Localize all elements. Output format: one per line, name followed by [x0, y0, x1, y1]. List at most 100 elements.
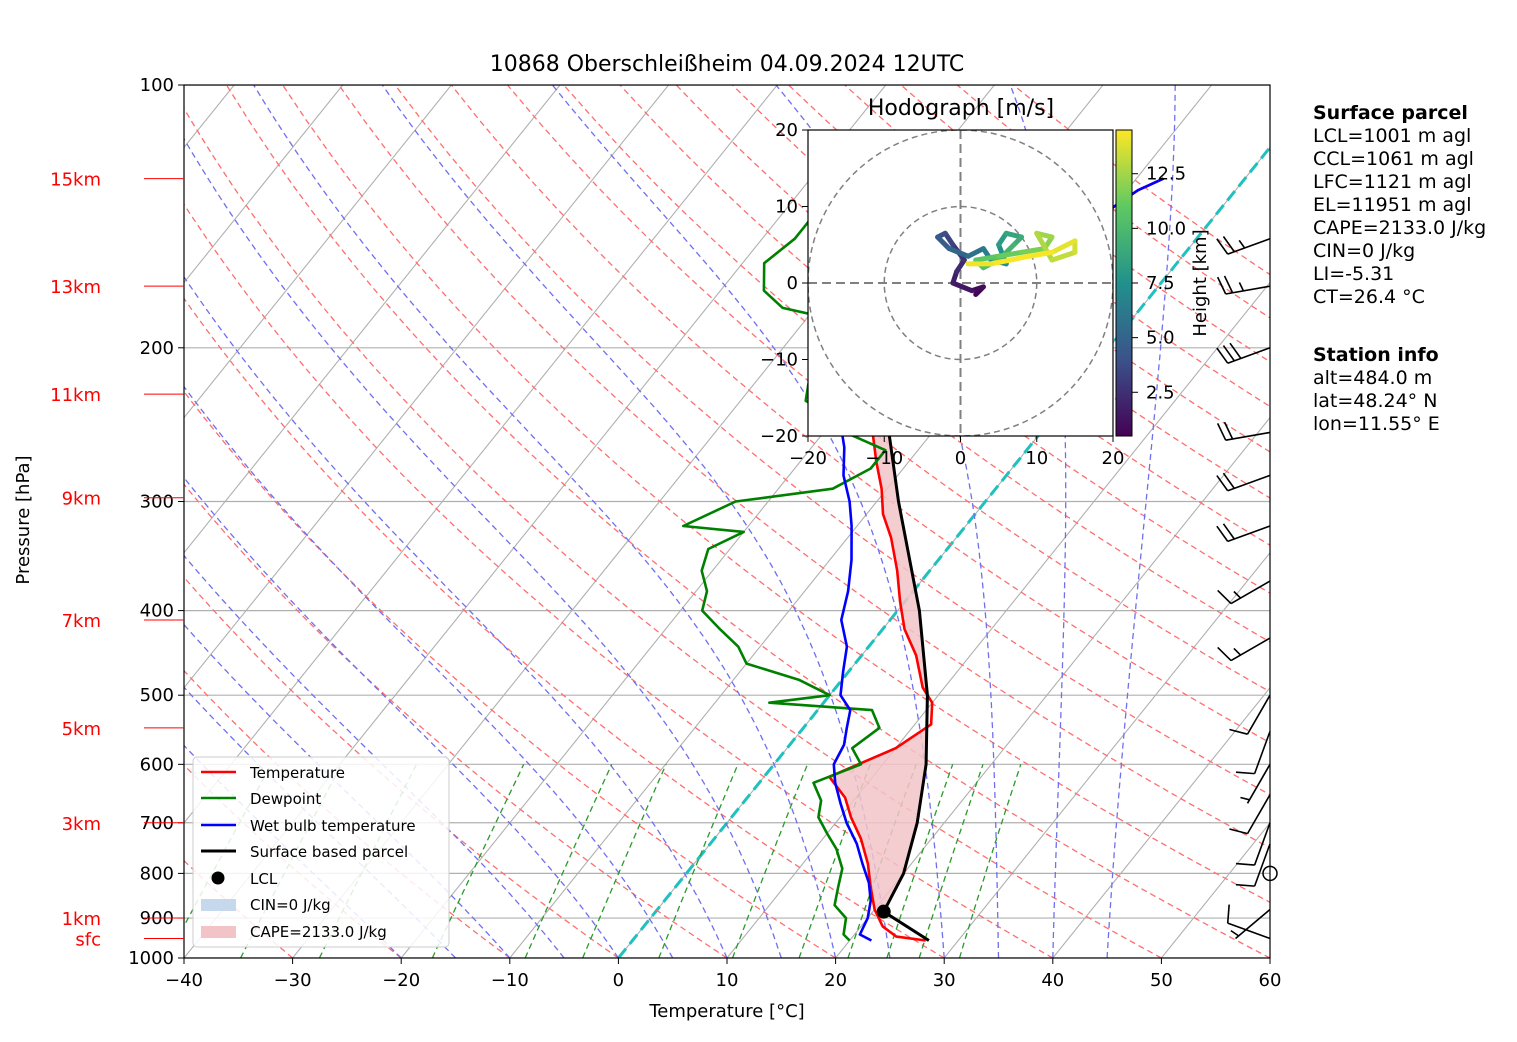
wind-barb-flag [1223, 275, 1234, 294]
height-label: 5km [62, 719, 101, 740]
hodograph-y-tick-label: 20 [775, 120, 798, 141]
hodograph-segment [946, 246, 971, 259]
wind-barb-flag [1235, 862, 1255, 866]
wind-barb-half-flag [1238, 282, 1245, 292]
parcel-line-el: EL=11951 m agl [1313, 194, 1472, 216]
hodograph-y-tick-label: −20 [760, 426, 798, 447]
parcel-line-cin: CIN=0 J/kg [1313, 240, 1416, 262]
wind-barb-flag [1229, 828, 1248, 835]
x-tick-label: 40 [1041, 970, 1064, 991]
dry-adiabat [184, 297, 945, 958]
chart-title: 10868 Oberschleißheim 04.09.2024 12UTC [490, 52, 965, 77]
parcel-line-cape: CAPE=2133.0 J/kg [1313, 217, 1487, 239]
wind-barb-staff [1225, 285, 1271, 295]
wind-barb-staff [1230, 580, 1271, 605]
moist-adiabat [184, 686, 456, 958]
wind-barb-flag [1216, 423, 1227, 441]
parcel-line-lcl: LCL=1001 m agl [1313, 125, 1472, 147]
x-tick-label: 20 [824, 970, 847, 991]
hodograph-segment [950, 280, 975, 294]
legend-label-temperature: Temperature [249, 764, 345, 782]
hodograph-segment [1026, 249, 1055, 259]
dry-adiabat [731, 85, 1270, 499]
isotherm [943, 551, 1270, 958]
dry-adiabat [225, 85, 1270, 958]
surface-parcel-heading: Surface parcel [1313, 102, 1468, 124]
colorbar-tick-label: 7.5 [1146, 273, 1175, 294]
hodograph-segment [1019, 246, 1047, 255]
wind-barb-staff [1227, 347, 1271, 364]
wind-barb [1240, 763, 1271, 804]
hodograph-grid [808, 130, 1113, 436]
colorbar-tick-label: 2.5 [1146, 382, 1175, 403]
wind-barb-calm [1262, 865, 1278, 882]
hodograph: Hodograph [m/s] −20 −10 0 10 20 −20 −10 0 10 20 2… [760, 96, 1211, 469]
wind-barb-flag [1222, 236, 1235, 253]
x-tick-label: 10 [716, 970, 739, 991]
height-label: 3km [62, 814, 101, 835]
parcel-line-lfc: LFC=1121 m agl [1313, 171, 1472, 193]
wind-barb [1229, 694, 1271, 735]
dry-adiabat [282, 85, 1270, 904]
wind-barb-staff [1253, 822, 1271, 866]
moist-adiabat [775, 85, 1000, 958]
wind-barb-flag [1216, 475, 1229, 492]
wind-barb [1226, 904, 1271, 940]
wind-barb [1216, 275, 1271, 295]
wind-barb-staff [1227, 922, 1271, 940]
dry-adiabat [184, 390, 836, 958]
hodograph-x-tick-label: −10 [865, 448, 903, 469]
hodograph-segment [935, 234, 952, 252]
moist-adiabat [184, 137, 782, 958]
wind-barb-flag [1222, 345, 1235, 362]
y-tick-label: 200 [140, 338, 174, 359]
wind-barb-half-flag [1230, 929, 1240, 937]
legend: Temperature Dewpoint Wet bulb temperatur… [192, 756, 450, 948]
wind-barb-staff [1246, 794, 1271, 835]
wind-barb [1216, 472, 1271, 492]
wind-barb-staff [1225, 431, 1271, 442]
legend-swatch-cin [201, 899, 236, 911]
wind-barb-flag [1216, 276, 1227, 295]
wind-barb [1235, 731, 1271, 775]
wind-barb-flag [1229, 342, 1242, 359]
wind-barb-staff [1235, 908, 1271, 940]
legend-label-cin: CIN=0 J/kg [250, 896, 331, 914]
wind-barb [1216, 421, 1271, 442]
zero-isotherm [617, 145, 1270, 958]
dry-adiabat [394, 85, 1270, 796]
x-tick-label: 0 [613, 970, 624, 991]
hodograph-trace [935, 230, 1078, 297]
lcl-marker [876, 904, 891, 919]
wind-barb-flag [1216, 347, 1229, 364]
station-info-panel: Station info alt=484.0 m lat=48.24° N lo… [1313, 344, 1440, 436]
isotherm [1052, 686, 1270, 958]
legend-label-dewpoint: Dewpoint [250, 790, 321, 808]
station-line-alt: alt=484.0 m [1313, 367, 1433, 389]
wind-barb-flag [1226, 904, 1230, 924]
wind-barb-flag [1223, 421, 1234, 440]
x-tick-label: 30 [933, 970, 956, 991]
parcel-line-li: LI=-5.31 [1313, 263, 1395, 285]
hodograph-segment [965, 246, 986, 259]
mixing-ratio-line [658, 764, 739, 958]
dry-adiabat [184, 107, 1162, 958]
hodograph-title: Hodograph [m/s] [868, 96, 1054, 121]
y-tick-label: 100 [140, 75, 174, 96]
y-tick-label: 400 [140, 601, 174, 622]
wind-barb-half-flag [1233, 590, 1242, 599]
dry-adiabat [184, 203, 1054, 958]
hodograph-segment [1034, 230, 1055, 263]
wind-barb [1217, 637, 1271, 662]
hodograph-y-tick-label: 0 [787, 273, 798, 294]
wind-barb-staff [1230, 637, 1271, 662]
wind-barb-staff [1253, 843, 1271, 887]
x-tick-label: −40 [165, 970, 203, 991]
wind-barb-half-flag [1240, 796, 1250, 801]
x-tick-label: 60 [1259, 970, 1282, 991]
parcel-line-ct: CT=26.4 °C [1313, 286, 1425, 308]
moist-adiabat [253, 85, 837, 958]
mixing-ratio-line [731, 764, 809, 958]
hodograph-segment [988, 253, 1032, 267]
